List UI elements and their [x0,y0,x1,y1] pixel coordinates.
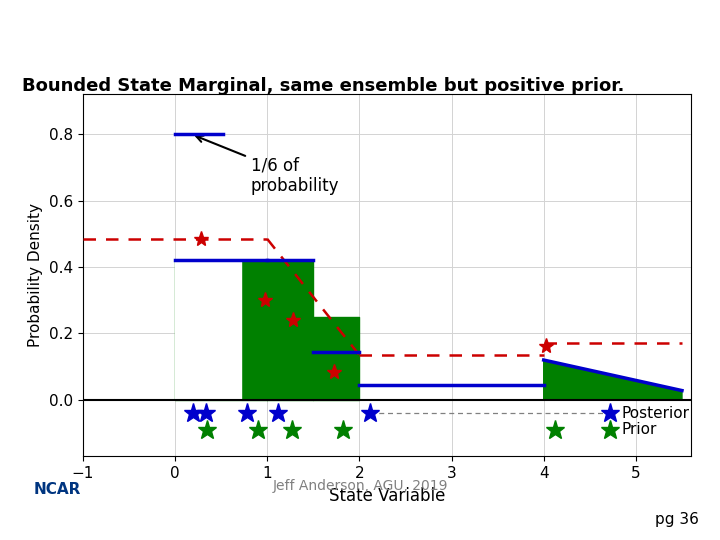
Text: Bounded State Marginal, same ensemble but positive prior.: Bounded State Marginal, same ensemble bu… [22,77,624,96]
Text: Posterior: Posterior [621,406,689,421]
Y-axis label: Probability Density: Probability Density [28,204,43,347]
Polygon shape [544,360,682,400]
X-axis label: State Variable: State Variable [329,487,445,504]
Text: 1/6 of
probability: 1/6 of probability [197,136,339,195]
Text: Prior: Prior [621,422,657,437]
Text: MCRHF with Bounded Prior: MCRHF with Bounded Prior [180,13,540,37]
Text: Jeff Anderson, AGU, 2019: Jeff Anderson, AGU, 2019 [272,478,448,492]
Text: NCAR: NCAR [34,482,81,497]
Text: pg 36: pg 36 [654,511,698,526]
